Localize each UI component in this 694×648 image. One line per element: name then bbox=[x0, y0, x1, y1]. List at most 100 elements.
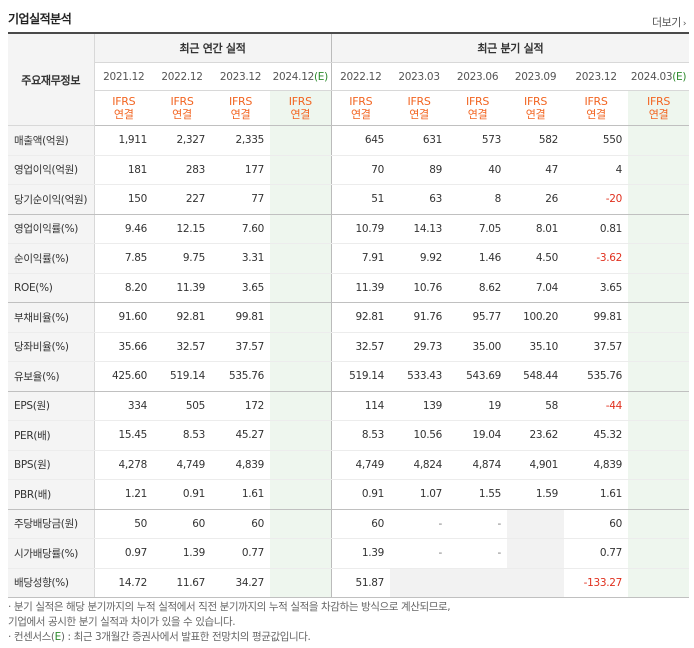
table-row: ROE(%) 8.20 11.39 3.65 11.39 10.76 8.62 7.04 3.6… bbox=[8, 273, 690, 303]
table-cell bbox=[270, 361, 332, 392]
table-row: 영업이익(억원) 181 283 177 70 89 40 47 4 bbox=[8, 155, 690, 185]
table-row: 배당성향(%) 14.72 11.67 34.27 51.87 -133.27 bbox=[8, 568, 690, 598]
table-cell bbox=[628, 568, 690, 598]
table-cell: 8.53 bbox=[330, 420, 391, 451]
table-cell: 12.15 bbox=[153, 214, 211, 244]
table-cell: 99.81 bbox=[564, 302, 629, 333]
standard-line1: IFRS bbox=[584, 95, 608, 108]
period-header: 2024.12(E) bbox=[270, 62, 332, 91]
footnote-3-suffix: ) : 최근 3개월간 증권사에서 발표한 전망치의 평균값입니다. bbox=[60, 631, 311, 643]
table-cell: 2,327 bbox=[153, 125, 211, 156]
table-cell bbox=[628, 509, 690, 539]
period-header: 2024.03(E) bbox=[628, 62, 690, 91]
table-cell bbox=[628, 391, 690, 421]
table-cell bbox=[270, 184, 332, 215]
table-cell bbox=[390, 568, 449, 598]
table-cell bbox=[628, 273, 690, 303]
period-label: 2024.03 bbox=[630, 70, 673, 83]
table-cell: 533.43 bbox=[390, 361, 449, 392]
section-title: 기업실적분석 bbox=[8, 12, 72, 26]
row-label: PER(배) bbox=[8, 420, 95, 451]
standard-line1: IFRS bbox=[524, 95, 548, 108]
table-cell: 3.31 bbox=[211, 243, 270, 274]
table-cell: 92.81 bbox=[330, 302, 391, 333]
table-cell: 29.73 bbox=[390, 332, 449, 362]
table-cell: 3.65 bbox=[211, 273, 270, 303]
table-cell: 1.61 bbox=[211, 479, 270, 510]
accounting-standard: IFRS 연결 bbox=[94, 90, 153, 126]
table-cell: 99.81 bbox=[211, 302, 270, 333]
table-cell: -44 bbox=[564, 391, 629, 421]
table-row: 주당배당금(원) 50 60 60 60- -60 bbox=[8, 509, 690, 539]
table-cell: 4,839 bbox=[564, 450, 629, 480]
accounting-standard: IFRS 연결 bbox=[330, 90, 391, 126]
table-cell: 8 bbox=[448, 184, 508, 215]
table-cell: 60 bbox=[153, 509, 211, 539]
period-header: 2023.12 bbox=[564, 62, 629, 91]
table-cell bbox=[628, 302, 690, 333]
table-cell bbox=[507, 538, 565, 569]
table-cell bbox=[270, 214, 332, 244]
accounting-standard: IFRS 연결 bbox=[628, 90, 690, 126]
table-cell: 0.91 bbox=[330, 479, 391, 510]
table-cell: 4,749 bbox=[330, 450, 391, 480]
table-cell: 4,749 bbox=[153, 450, 211, 480]
table-cell: 283 bbox=[153, 155, 211, 185]
table-cell: 11.67 bbox=[153, 568, 211, 598]
table-cell: 11.39 bbox=[153, 273, 211, 303]
table-cell: 543.69 bbox=[448, 361, 508, 392]
table-cell: 3.65 bbox=[564, 273, 629, 303]
table-cell: 7.60 bbox=[211, 214, 270, 244]
table-cell: 10.56 bbox=[390, 420, 449, 451]
table-cell: 0.77 bbox=[564, 538, 629, 569]
table-cell bbox=[270, 538, 332, 569]
table-cell: 1.39 bbox=[330, 538, 391, 569]
table-row: 부채비율(%) 91.60 92.81 99.81 92.81 91.76 95.77 100… bbox=[8, 302, 690, 333]
table-cell: 19.04 bbox=[448, 420, 508, 451]
standard-line1: IFRS bbox=[229, 95, 252, 108]
table-cell bbox=[270, 420, 332, 451]
table-cell: 32.57 bbox=[153, 332, 211, 362]
table-cell bbox=[270, 273, 332, 303]
row-label: BPS(원) bbox=[8, 450, 95, 480]
standard-line2: 연결 bbox=[467, 108, 488, 121]
standard-line1: IFRS bbox=[466, 95, 490, 108]
table-cell: 505 bbox=[153, 391, 211, 421]
table-cell: 9.46 bbox=[94, 214, 153, 244]
table-cell bbox=[270, 302, 332, 333]
table-cell: 334 bbox=[94, 391, 153, 421]
table-cell: 91.76 bbox=[390, 302, 449, 333]
table-cell: 4,874 bbox=[448, 450, 508, 480]
table-cell: 89 bbox=[390, 155, 449, 185]
table-cell: 1.07 bbox=[390, 479, 449, 510]
financial-table: 주요재무정보 최근 연간 실적 최근 분기 실적 2021.12 2022.12 2… bbox=[8, 32, 690, 598]
table-cell: 100.20 bbox=[507, 302, 565, 333]
more-label: 더보기 bbox=[652, 16, 681, 29]
table-cell: 1.46 bbox=[448, 243, 508, 274]
table-cell bbox=[628, 538, 690, 569]
table-row: 시가배당률(%) 0.97 1.39 0.77 1.39- -0.77 bbox=[8, 538, 690, 569]
table-cell: 51 bbox=[330, 184, 391, 215]
standard-line2: 연결 bbox=[230, 108, 251, 121]
table-cell: 227 bbox=[153, 184, 211, 215]
table-cell: -3.62 bbox=[564, 243, 629, 274]
table-cell: 519.14 bbox=[153, 361, 211, 392]
estimate-mark: (E) bbox=[672, 70, 687, 83]
table-cell: 7.05 bbox=[448, 214, 508, 244]
row-label: 당기순이익(억원) bbox=[8, 184, 95, 215]
table-cell bbox=[628, 479, 690, 510]
table-row: 당좌비율(%) 35.66 32.57 37.57 32.57 29.73 35.00 35.… bbox=[8, 332, 690, 362]
table-row: 유보율(%) 425.60 519.14 535.76 519.14 533.43 543.… bbox=[8, 361, 690, 392]
standard-line2: 연결 bbox=[350, 108, 371, 121]
standard-line2: 연결 bbox=[648, 108, 669, 121]
period-label: 2024.12 bbox=[272, 70, 315, 83]
table-cell: 0.91 bbox=[153, 479, 211, 510]
table-cell: 14.13 bbox=[390, 214, 449, 244]
standard-line1: IFRS bbox=[112, 95, 136, 108]
table-cell bbox=[270, 568, 332, 598]
table-cell: 8.53 bbox=[153, 420, 211, 451]
table-cell: 1.59 bbox=[507, 479, 565, 510]
more-link[interactable]: 더보기 › bbox=[652, 14, 687, 30]
table-cell: 181 bbox=[94, 155, 153, 185]
row-label: PBR(배) bbox=[8, 479, 95, 510]
